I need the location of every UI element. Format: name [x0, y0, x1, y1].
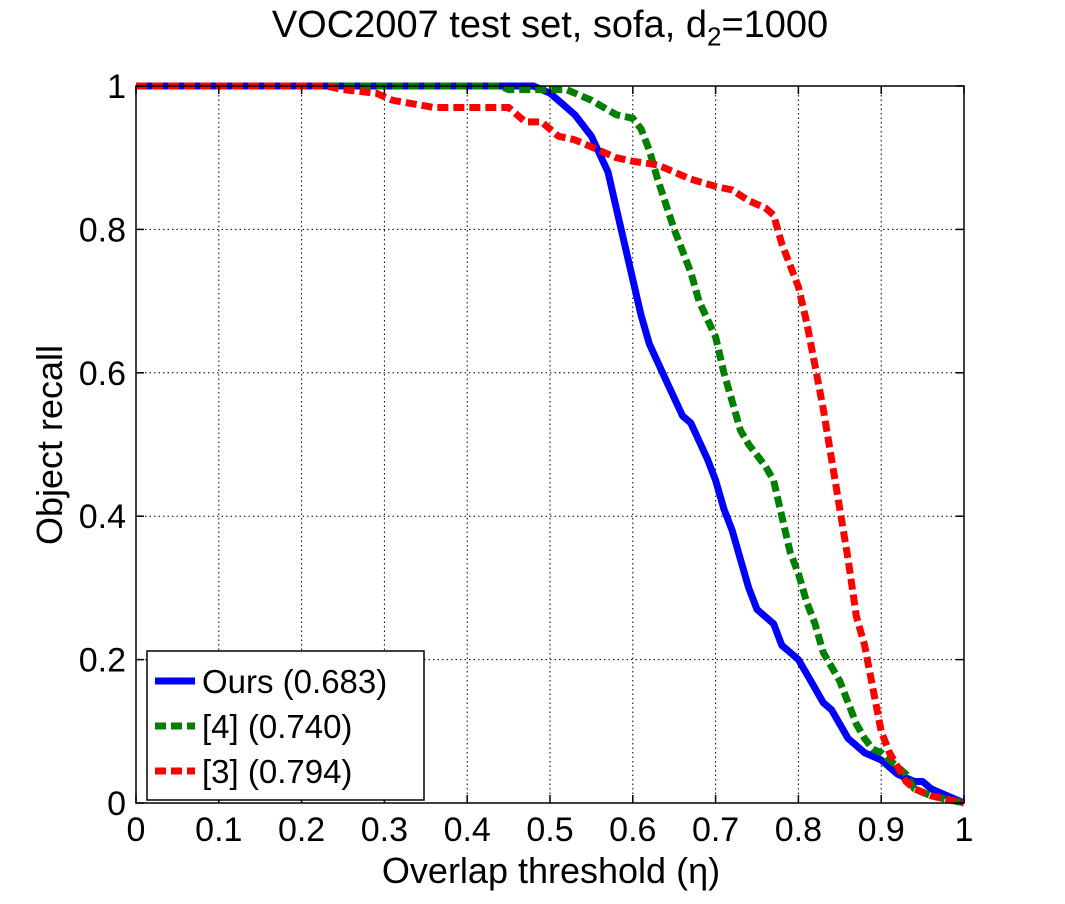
- y-tick-label: 0.6: [79, 355, 126, 393]
- x-tick-label: 0.2: [278, 811, 325, 849]
- legend-label-0: Ours (0.683): [202, 663, 387, 700]
- y-tick-label: 0.4: [79, 498, 126, 536]
- x-tick-label: 0.5: [526, 811, 573, 849]
- y-tick-label: 0.8: [79, 211, 126, 249]
- chart-title-main: VOC2007 test set, sofa, d: [271, 4, 707, 46]
- series-line-0: [136, 82, 966, 807]
- x-tick-label: 0.7: [692, 811, 739, 849]
- x-tick-label: 0.9: [858, 811, 905, 849]
- chart-title-subscript: 2: [706, 21, 722, 52]
- x-axis-label: Overlap threshold (η): [382, 850, 720, 891]
- x-tick-label: 0.8: [775, 811, 822, 849]
- series-line-2: [136, 82, 965, 807]
- x-tick-label: 0.3: [361, 811, 408, 849]
- chart-title-tail: =1000: [721, 4, 829, 46]
- y-tick-label: 1: [107, 68, 126, 106]
- y-tick-label: 0.2: [79, 642, 126, 680]
- x-tick-label: 0: [127, 811, 146, 849]
- chart-title: VOC2007 test set, sofa, d2=1000: [0, 4, 1065, 53]
- x-tick-label: 0.1: [195, 811, 242, 849]
- series-line-1: [136, 82, 965, 807]
- series-layer: [136, 82, 966, 807]
- legend-label-1: [4] (0.740): [202, 708, 352, 745]
- x-tick-label: 1: [955, 811, 974, 849]
- legend: Ours (0.683) [4] (0.740) [3] (0.794): [146, 650, 425, 801]
- x-tick-label: 0.6: [609, 811, 656, 849]
- ticks-layer: 0 0.1 0.2 0.3 0.4 0.5 0.6 0.7 0.8 0.9 1 0 0.2 0.4 0.6 0…: [79, 68, 974, 849]
- x-tick-label: 0.4: [444, 811, 491, 849]
- legend-label-2: [3] (0.794): [202, 753, 352, 790]
- y-tick-label: 0: [107, 785, 126, 823]
- y-axis-label: Object recall: [29, 345, 70, 545]
